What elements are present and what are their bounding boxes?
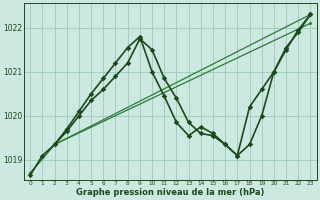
X-axis label: Graphe pression niveau de la mer (hPa): Graphe pression niveau de la mer (hPa)	[76, 188, 265, 197]
